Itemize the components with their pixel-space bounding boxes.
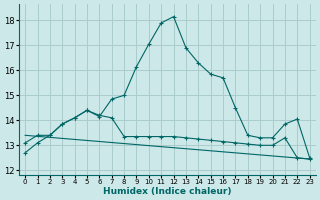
X-axis label: Humidex (Indice chaleur): Humidex (Indice chaleur) — [103, 187, 232, 196]
